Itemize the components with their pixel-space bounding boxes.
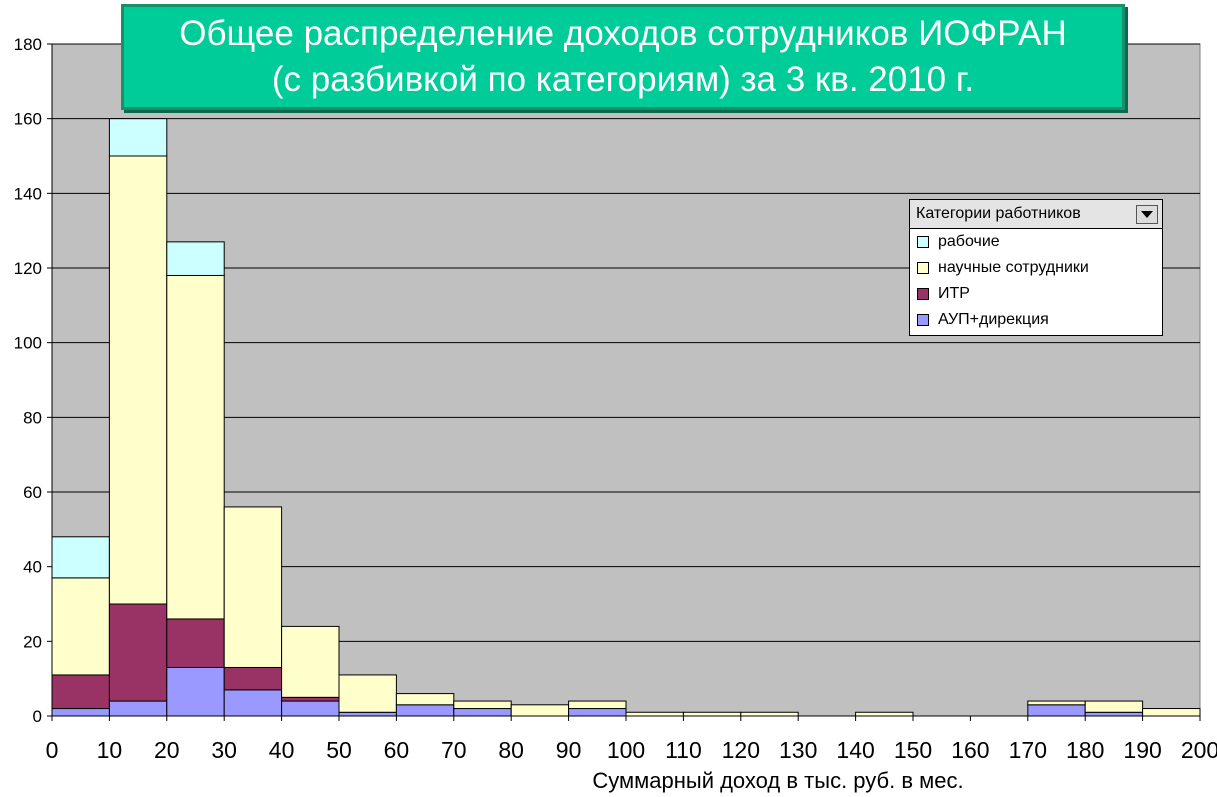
bars: [51, 118, 1201, 717]
bar-segment: [395, 693, 455, 706]
bar-segment: [108, 155, 168, 605]
x-tick-label: 50: [326, 737, 352, 763]
bar-segment: [682, 711, 742, 717]
x-tick-label: 60: [384, 737, 410, 763]
bar-segment: [108, 700, 168, 717]
legend: Категории работников рабочие научные сотр…: [909, 199, 1163, 336]
bar-segment: [51, 674, 110, 710]
x-tick-label: 30: [211, 737, 237, 763]
legend-title: Категории работников: [916, 205, 1081, 222]
x-tick-label: 170: [1009, 737, 1047, 763]
bar-segment: [855, 711, 914, 717]
bar-segment: [568, 708, 627, 717]
bar-segment: [338, 674, 397, 713]
bar-segment: [223, 689, 283, 717]
legend-item: АУП+дирекция: [910, 307, 1162, 333]
bar-segment: [453, 700, 512, 710]
x-tick-label: 10: [97, 737, 123, 763]
bar-segment: [51, 577, 110, 676]
y-tick-label: 180: [14, 35, 42, 54]
bar-segment: [568, 700, 627, 710]
bar-segment: [166, 241, 225, 276]
bar-segment: [1027, 700, 1086, 706]
y-tick-label: 0: [33, 707, 42, 726]
y-tick-label: 20: [23, 632, 42, 651]
bar-segment: [453, 708, 512, 717]
y-tick-label: 40: [23, 558, 42, 577]
legend-header[interactable]: Категории работников: [910, 200, 1162, 229]
legend-items: рабочие научные сотрудники ИТР АУП+дирекция: [910, 229, 1162, 333]
legend-label: рабочие: [938, 233, 1000, 250]
y-tick-label: 140: [14, 184, 42, 203]
x-tick-label: 0: [46, 737, 59, 763]
bar-segment: [166, 274, 225, 620]
y-tick-label: 160: [14, 110, 42, 129]
legend-label: научные сотрудники: [938, 259, 1089, 276]
x-tick-label: 180: [1066, 737, 1104, 763]
dropdown-arrow-icon[interactable]: [1136, 205, 1158, 224]
bar-segment: [223, 506, 283, 668]
bar-segment: [510, 704, 570, 717]
x-tick-label: 140: [836, 737, 874, 763]
x-tick-label: 150: [894, 737, 932, 763]
bar-segment: [625, 711, 684, 717]
bar-segment: [338, 711, 397, 717]
bar-segment: [740, 711, 799, 717]
y-ticks: 0 20 40 60 80 100 120 140 160 180: [14, 35, 52, 726]
legend-swatch: [917, 288, 929, 300]
x-tick-label: 160: [951, 737, 989, 763]
x-tick-label: 40: [269, 737, 295, 763]
bar-segment: [51, 536, 110, 579]
bar-segment: [108, 603, 168, 702]
legend-item: рабочие: [910, 229, 1162, 255]
bar-segment: [1084, 711, 1144, 717]
legend-swatch: [917, 236, 929, 248]
bar-segment: [281, 696, 340, 702]
chart-title: Общее распределение доходов сотрудников …: [121, 4, 1125, 110]
legend-swatch: [917, 262, 929, 274]
legend-item: ИТР: [910, 281, 1162, 307]
x-tick-label: 190: [1123, 737, 1161, 763]
bar-segment: [281, 625, 340, 698]
bar-segment: [1027, 704, 1086, 717]
bar-segment: [166, 618, 225, 668]
bar-segment: [395, 704, 455, 717]
chart-title-line-1: Общее распределение доходов сотрудников …: [179, 14, 1067, 53]
x-tick-label: 130: [779, 737, 817, 763]
x-axis-title: Суммарный доход в тыс. руб. в мес.: [592, 768, 963, 793]
bar-segment: [223, 666, 283, 691]
x-tick-label: 100: [607, 737, 645, 763]
x-tick-label: 80: [498, 737, 524, 763]
bar-segment: [281, 700, 340, 717]
legend-item: научные сотрудники: [910, 255, 1162, 281]
legend-label: АУП+дирекция: [938, 311, 1049, 328]
bar-segment: [51, 708, 110, 717]
chart-title-line-2: (с разбивкой по категориям) за 3 кв. 201…: [271, 60, 975, 99]
legend-swatch: [917, 314, 929, 326]
bar-segment: [166, 666, 225, 717]
x-tick-label: 20: [154, 737, 180, 763]
y-tick-label: 120: [14, 259, 42, 278]
legend-label: ИТР: [938, 285, 970, 302]
bar-segment: [1142, 708, 1201, 717]
x-tick-label: 70: [441, 737, 467, 763]
y-tick-label: 60: [23, 483, 42, 502]
x-tick-label: 90: [556, 737, 582, 763]
y-tick-label: 80: [23, 408, 42, 427]
x-tick-label: 110: [665, 737, 702, 763]
x-ticks: 0 10 20 30 40 50 60 70 80 90 100 110 120 130 140 150 160…: [46, 716, 1217, 763]
bar-segment: [1084, 700, 1144, 713]
x-tick-label: 120: [722, 737, 760, 763]
x-tick-label: 200: [1181, 737, 1217, 763]
bar-segment: [108, 118, 168, 157]
y-tick-label: 100: [14, 334, 42, 353]
